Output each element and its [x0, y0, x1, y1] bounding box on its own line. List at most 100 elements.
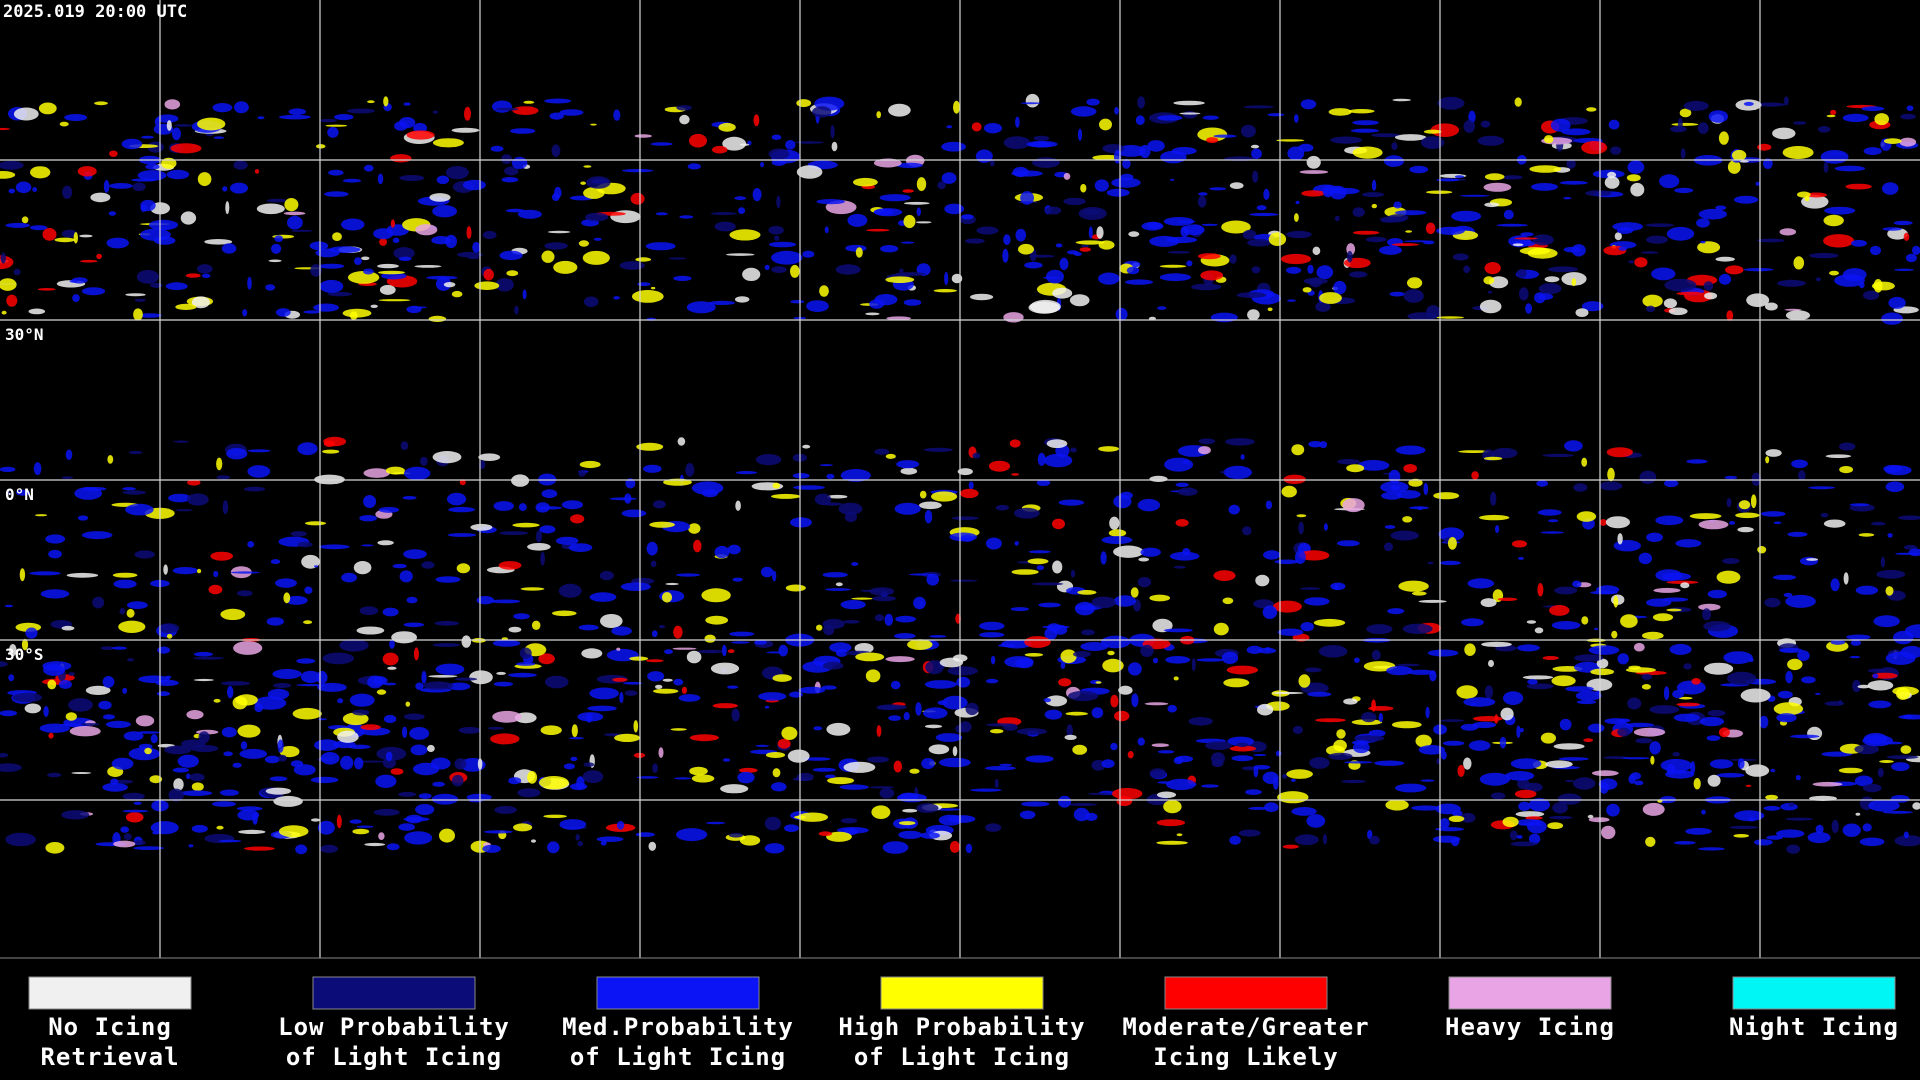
icing-patch: [495, 278, 514, 292]
icing-patch: [685, 463, 695, 477]
icing-patch: [1497, 597, 1518, 601]
icing-patch: [1298, 521, 1304, 535]
icing-patch: [403, 102, 411, 106]
icing-patch: [1561, 128, 1591, 136]
icing-patch: [1800, 556, 1819, 566]
icing-patch: [1586, 107, 1597, 112]
icing-patch: [1156, 791, 1177, 799]
icing-patch: [1407, 277, 1423, 289]
icing-patch: [1598, 778, 1618, 790]
icing-patch: [544, 242, 568, 250]
icing-patch: [377, 263, 399, 269]
icing-patch: [541, 250, 555, 263]
icing-patch: [1627, 697, 1642, 710]
icing-patch: [150, 734, 158, 744]
icing-patch: [965, 843, 973, 854]
icing-patch: [819, 285, 829, 297]
icing-patch: [1686, 459, 1708, 464]
icing-patch: [1178, 220, 1196, 223]
icing-patch: [908, 573, 934, 576]
icing-patch: [378, 832, 385, 840]
icing-patch: [1249, 212, 1279, 217]
icing-patch: [1777, 690, 1793, 699]
icing-patch: [847, 213, 868, 227]
icing-patch: [1294, 213, 1299, 222]
icing-patch: [1083, 208, 1100, 215]
icing-patch: [109, 150, 118, 157]
icing-patch: [1823, 234, 1855, 248]
icing-patch: [1823, 519, 1846, 528]
icing-patch: [476, 596, 495, 605]
icing-patch: [1776, 713, 1797, 723]
icing-patch: [1420, 136, 1445, 150]
icing-patch: [1167, 704, 1177, 713]
icing-patch: [218, 839, 242, 843]
icing-patch: [1352, 230, 1380, 235]
icing-patch: [924, 724, 943, 729]
icing-patch: [85, 685, 111, 696]
icing-patch: [1173, 100, 1205, 106]
icing-patch: [541, 489, 558, 499]
icing-patch: [1169, 551, 1200, 561]
icing-patch: [1191, 283, 1222, 291]
icing-patch: [1707, 774, 1721, 787]
icing-patch: [1519, 727, 1524, 733]
icing-patch: [1138, 557, 1150, 562]
icing-patch: [1111, 177, 1141, 188]
icing-patch: [1614, 232, 1622, 241]
icing-patch: [328, 169, 344, 176]
icing-patch: [673, 678, 684, 686]
icing-patch: [1795, 775, 1801, 781]
icing-patch: [1236, 292, 1267, 298]
icing-patch: [535, 530, 543, 543]
icing-patch: [734, 196, 747, 201]
icing-patch: [398, 791, 417, 797]
icing-patch: [275, 308, 291, 317]
icing-patch: [106, 237, 129, 249]
icing-patch: [1268, 232, 1287, 246]
icing-patch: [1572, 580, 1582, 588]
icing-patch: [1362, 192, 1384, 198]
icing-patch: [216, 457, 223, 471]
icing-patch: [13, 107, 39, 121]
icing-patch: [501, 154, 512, 165]
icing-patch: [389, 639, 395, 649]
icing-patch: [1842, 268, 1867, 282]
icing-patch: [1551, 675, 1576, 687]
icing-patch: [611, 626, 632, 636]
icing-patch: [138, 675, 170, 683]
icing-patch: [349, 693, 375, 707]
icing-patch: [1328, 752, 1353, 760]
icing-patch: [81, 287, 106, 296]
icing-patch: [1332, 187, 1360, 195]
icing-patch: [835, 264, 861, 275]
icing-patch: [300, 670, 321, 684]
icing-patch: [1389, 291, 1405, 297]
icing-patch: [1255, 574, 1270, 587]
icing-patch: [1479, 772, 1511, 786]
icing-patch: [1390, 530, 1419, 541]
icing-patch: [1490, 491, 1497, 506]
icing-patch: [869, 587, 895, 596]
icing-patch: [340, 755, 354, 770]
icing-patch: [1156, 840, 1188, 845]
icing-patch: [1798, 470, 1806, 481]
icing-patch: [916, 207, 921, 216]
icing-patch: [349, 311, 358, 320]
icing-patch: [244, 486, 266, 492]
icing-patch: [1038, 602, 1061, 608]
icing-patch: [1564, 440, 1583, 452]
icing-patch: [1418, 745, 1446, 755]
icing-patch: [812, 106, 832, 118]
icing-patch: [421, 561, 435, 569]
icing-patch: [970, 293, 994, 301]
icing-patch: [1031, 582, 1064, 586]
icing-patch: [1791, 459, 1808, 469]
icing-patch: [1601, 825, 1616, 840]
icing-patch: [230, 571, 261, 574]
icing-patch: [137, 170, 167, 181]
icing-patch: [216, 475, 231, 480]
icing-patch: [1336, 540, 1360, 547]
icing-patch: [1825, 454, 1852, 459]
icing-patch: [1328, 108, 1352, 116]
